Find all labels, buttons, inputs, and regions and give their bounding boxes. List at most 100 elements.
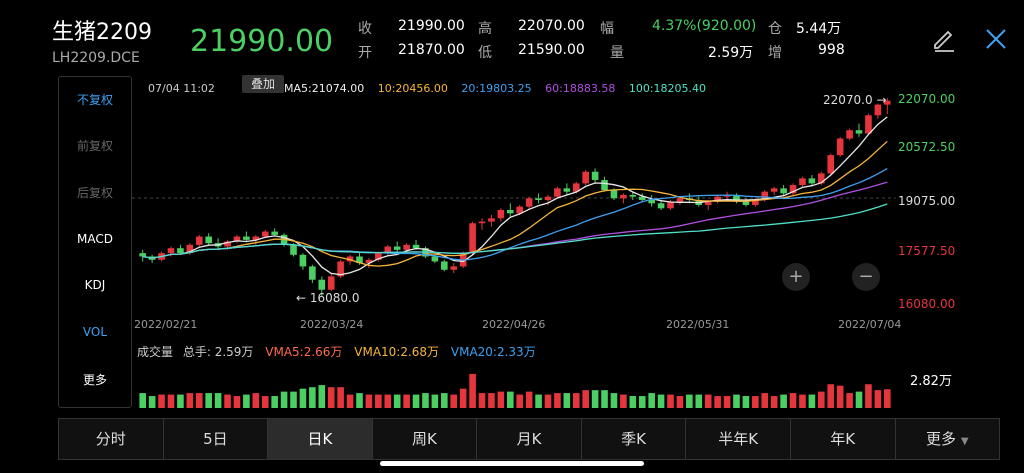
volume-bar <box>855 391 863 408</box>
quote-open-value: 21870.00 <box>398 42 465 58</box>
quote-open-interest-value: 5.44万 <box>796 18 841 38</box>
volume-bar <box>638 396 646 408</box>
volume-bar <box>535 394 542 408</box>
quote-open-interest: 仓 <box>768 18 782 38</box>
y-label-min: 16080.00 <box>898 297 956 311</box>
edit-button[interactable] <box>930 25 958 53</box>
zoom-in-button[interactable]: + <box>782 263 810 291</box>
volume-bar <box>205 393 212 408</box>
volume-bar <box>375 394 382 408</box>
quote-change: 幅 <box>600 18 614 38</box>
volume-bar <box>563 393 571 408</box>
candle-body <box>393 246 401 250</box>
sidebar-item-kdj[interactable]: KDJ <box>84 278 106 292</box>
candle-body <box>714 196 721 202</box>
candle-body <box>261 231 269 237</box>
x-label-4: 2022/05/31 <box>666 318 730 331</box>
sidebar-item-macd[interactable]: MACD <box>77 232 113 246</box>
volume-bar <box>780 394 787 408</box>
candle-body <box>290 244 297 255</box>
low-marker-value: 16080.0 <box>309 291 360 305</box>
candle-body <box>883 100 891 105</box>
ma100-line <box>142 203 888 259</box>
volume-bar <box>836 385 844 408</box>
volume-bar <box>469 373 476 408</box>
tab-quarterly[interactable]: 季K <box>581 419 687 459</box>
vma10-label: VMA10:2.68万 <box>354 345 440 359</box>
x-label-3: 2022/04/26 <box>482 318 546 331</box>
candle-body <box>299 254 307 267</box>
candle-body <box>544 196 552 200</box>
candle-body <box>488 218 495 222</box>
volume-bar <box>327 387 335 408</box>
candle-body <box>638 196 646 200</box>
candle-body <box>525 198 533 207</box>
sidebar-item-no-adjust[interactable]: 不复权 <box>76 93 113 107</box>
y-label-2: 20572.50 <box>898 140 956 154</box>
instrument-name: 生猪2209 <box>52 20 152 45</box>
tab-half-year[interactable]: 半年K <box>686 419 791 459</box>
candle-body <box>761 191 769 200</box>
volume-bar <box>610 393 618 408</box>
quote-label: 开 <box>358 45 372 61</box>
ma10-label: 10:20456.00 <box>377 82 448 95</box>
volume-bar <box>431 394 439 408</box>
tab-more[interactable]: 更多 ▼ <box>895 419 1000 459</box>
tab-monthly[interactable]: 月K <box>477 419 582 459</box>
volume-bar <box>139 393 147 408</box>
volume-bar <box>761 393 769 408</box>
volume-bar <box>865 384 872 408</box>
candle-body <box>516 206 524 214</box>
volume-bar <box>686 394 693 408</box>
candle-body <box>752 199 759 205</box>
volume-bar <box>676 396 684 408</box>
volume-bar <box>601 390 608 408</box>
tab-daily[interactable]: 日K <box>268 419 373 459</box>
tab-5day[interactable]: 5日 <box>163 419 269 459</box>
ma10-line <box>142 140 888 267</box>
volume-bar <box>752 396 759 408</box>
x-label-5: 2022/07/04 <box>838 318 902 331</box>
tab-intraday[interactable]: 分时 <box>59 419 164 459</box>
candle-body <box>365 259 373 264</box>
candle-body <box>789 185 797 194</box>
quote-label: 高 <box>478 21 492 37</box>
volume-bar <box>393 394 401 408</box>
x-label-1: 2022/02/21 <box>134 318 198 331</box>
volume-bar <box>224 394 231 408</box>
volume-bar <box>261 396 269 408</box>
quote-value: 22070.00 <box>518 18 585 34</box>
quote-value: 2.59万 <box>708 45 754 61</box>
volume-bar <box>874 390 882 408</box>
sidebar-item-vol[interactable]: VOL <box>82 325 108 339</box>
candle-body <box>629 195 637 197</box>
quote-label: 增 <box>768 45 782 61</box>
candle-body <box>610 190 618 199</box>
close-button[interactable] <box>982 25 1010 53</box>
sidebar-item-more[interactable]: 更多 <box>82 373 107 387</box>
quote-change-value: 4.37%(920.00) <box>652 18 756 34</box>
quote-value: 4.37%(920.00) <box>652 18 757 34</box>
quote-volume: 量 <box>610 42 624 62</box>
volume-bar <box>441 393 448 408</box>
tab-more-label: 更多 <box>926 430 957 448</box>
candle-body <box>554 188 561 197</box>
candle-body <box>195 236 203 245</box>
tab-yearly[interactable]: 年K <box>790 419 896 459</box>
zoom-out-button[interactable]: − <box>852 263 880 291</box>
sidebar-item-backward-adjust[interactable]: 后复权 <box>76 186 113 200</box>
volume-bar <box>488 393 495 408</box>
overlay-button[interactable]: 叠加 <box>242 75 284 93</box>
candle-body <box>139 253 147 257</box>
candle-body <box>704 201 712 205</box>
volume-bar <box>629 396 637 408</box>
quote-header: 生猪2209 LH2209.DCE 21990.00 收 21990.00 高 … <box>0 0 1024 76</box>
candle-body <box>431 256 439 262</box>
volume-bar <box>657 394 665 408</box>
quote-label: 仓 <box>768 21 782 37</box>
quote-increase: 增 <box>768 42 782 62</box>
volume-bar <box>290 391 297 408</box>
sidebar-item-forward-adjust[interactable]: 前复权 <box>76 139 113 153</box>
tab-weekly[interactable]: 周K <box>372 419 478 459</box>
